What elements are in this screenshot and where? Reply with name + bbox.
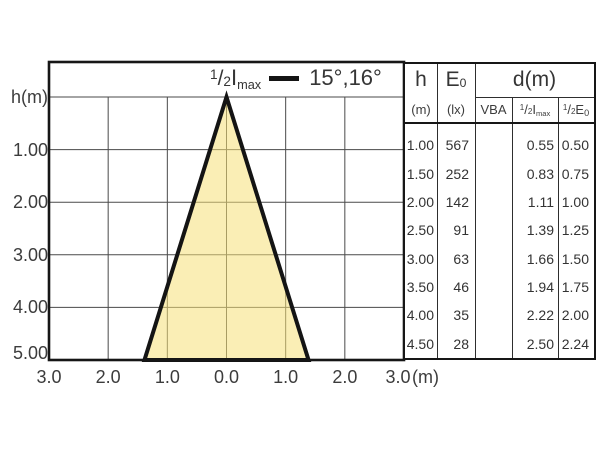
col-header-h: h: [415, 68, 427, 91]
table-cell: 1.94: [526, 279, 554, 296]
y-axis-title: h(m): [11, 87, 48, 107]
table-cell: 1.66: [526, 250, 554, 267]
table-cell: 0.50: [561, 137, 589, 154]
col-header-dm: d(m): [512, 68, 557, 91]
header-divider: [405, 121, 594, 125]
legend-angles: 15°,16°: [309, 65, 382, 90]
half-imax-label: 1/2Imax: [210, 65, 262, 92]
subheader-half-e: 1/2E0: [562, 101, 590, 118]
subheader-h-unit: (m): [411, 101, 431, 117]
chart-legend: 1/2Imax 15°,16°: [210, 63, 382, 93]
table-cell: 1.75: [561, 279, 589, 296]
table-row: 2.50 91 1.39 1.25: [405, 216, 594, 244]
y-tick-label: 1.00: [12, 139, 48, 160]
table-cell: 2.24: [561, 335, 589, 352]
table-row: 3.50 46 1.94 1.75: [405, 273, 594, 301]
legend-line-swatch: [269, 75, 300, 81]
table-cell: 0.83: [526, 165, 554, 182]
col-divider: [437, 64, 439, 358]
x-tick-label: 0.0: [213, 367, 240, 387]
table-cell: 1.00: [561, 193, 589, 210]
table-cell: 35: [453, 307, 469, 324]
y-tick-label: 4.00: [12, 297, 48, 318]
subheader-e0-unit: (lx): [446, 101, 466, 117]
col-divider: [558, 96, 560, 358]
table-cell: 63: [453, 250, 469, 267]
x-tick-label: 1.0: [154, 367, 180, 387]
dm-group-underline: [475, 96, 594, 98]
table-cell: 91: [453, 222, 469, 239]
x-axis-unit: (m): [412, 367, 439, 387]
table-cell: 1.11: [527, 193, 554, 210]
table-cell: 2.50: [406, 222, 434, 239]
table-cell: 2.22: [526, 307, 554, 324]
table-row: 4.50 28 2.50 2.24: [405, 330, 594, 358]
table-row: 2.00 142 1.11 1.00: [405, 188, 594, 216]
table-row: 1.00 567 0.55 0.50: [405, 131, 594, 159]
table-cell: 4.50: [406, 335, 434, 352]
table-cell: 2.00: [561, 307, 589, 324]
x-tick-label: 3.0: [385, 367, 411, 387]
table-cell: 567: [445, 137, 469, 154]
beam-cone-triangle: [141, 90, 312, 362]
table-cell: 1.50: [406, 165, 434, 182]
y-tick-label: 5.00: [12, 343, 48, 363]
table-cell: 3.50: [406, 279, 434, 296]
table-row: 4.00 35 2.22 2.00: [405, 301, 594, 329]
table-row: 1.50 252 0.83 0.75: [405, 159, 594, 187]
table-cell: 252: [445, 165, 469, 182]
table-body: 1.00 567 0.55 0.50 1.50 252 0.83 0.75 2.00 142 1.1…: [405, 124, 594, 358]
table-row: 3.00 63 1.66 1.50: [405, 245, 594, 273]
x-tick-label: 3.0: [36, 367, 62, 387]
table-cell: 3.00: [406, 250, 434, 267]
table-cell: 1.39: [526, 222, 554, 239]
table-cell: 142: [445, 193, 469, 210]
y-tick-label: 3.00: [12, 244, 48, 265]
col-divider: [512, 96, 514, 358]
x-tick-label: 2.0: [332, 367, 358, 387]
table-cell: 46: [453, 279, 469, 296]
table-cell: 0.55: [526, 137, 554, 154]
y-tick-label: 2.00: [12, 192, 48, 213]
table-cell: 1.00: [406, 137, 434, 154]
subheader-vba: VBA: [480, 101, 507, 117]
subheader-half-imax: 1/2Imax: [519, 101, 551, 118]
table-cell: 28: [453, 335, 469, 352]
col-divider: [475, 64, 477, 358]
table-cell: 2.00: [406, 193, 434, 210]
x-tick-label: 2.0: [95, 367, 121, 387]
table-cell: 1.50: [561, 250, 589, 267]
x-tick-label: 1.0: [273, 367, 299, 387]
table-cell: 2.50: [526, 335, 554, 352]
table-cell: 0.75: [561, 165, 589, 182]
table-cell: 1.25: [561, 222, 589, 239]
table-cell: 4.00: [406, 307, 434, 324]
